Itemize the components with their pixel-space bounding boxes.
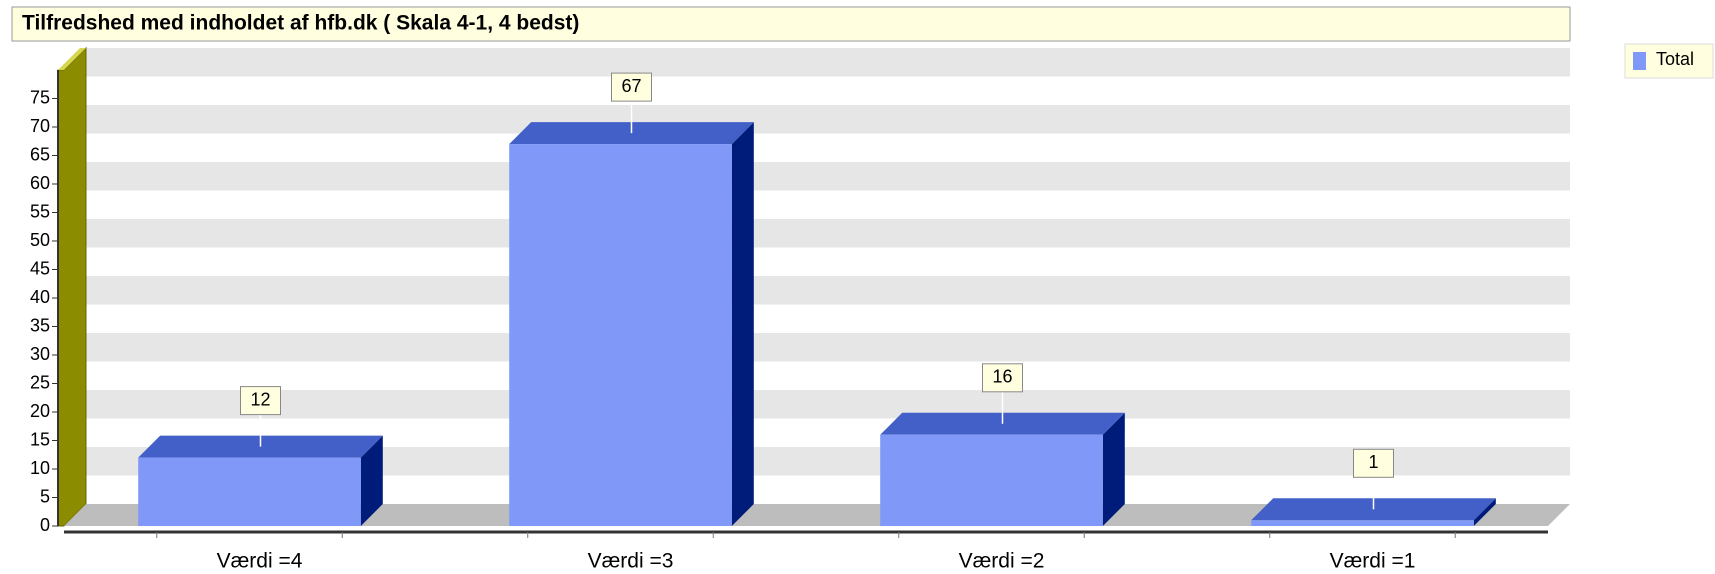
grid-band [86, 333, 1570, 362]
bar [138, 457, 361, 526]
floor [64, 504, 1570, 526]
grid-band [86, 162, 1570, 191]
x-tick-label: Værdi =2 [959, 550, 1045, 573]
chart-title: Tilfredshed med indholdet af hfb.dk ( Sk… [22, 12, 579, 35]
legend: Total [1624, 43, 1714, 79]
grid-band [86, 105, 1570, 134]
y-tick-label: 15 [30, 429, 50, 449]
y-tick-label: 20 [30, 401, 50, 421]
value-label-box [982, 363, 1023, 393]
y-tick-label: 10 [30, 458, 50, 478]
bar-side [1473, 498, 1496, 526]
value-label-box [611, 72, 652, 102]
y-tick-label: 75 [30, 87, 50, 107]
left-wall [57, 46, 87, 527]
bar-side [731, 122, 754, 526]
value-label: 1 [1368, 452, 1378, 472]
value-label-box [1353, 448, 1394, 478]
grid-band [86, 276, 1570, 305]
title-box [11, 6, 1571, 42]
y-tick-label: 70 [30, 116, 50, 136]
left-wall-top [58, 48, 86, 70]
y-tick-label: 35 [30, 315, 50, 335]
y-tick-label: 25 [30, 372, 50, 392]
y-tick-label: 45 [30, 258, 50, 278]
value-label-box [240, 386, 281, 416]
y-tick-label: 65 [30, 144, 50, 164]
y-tick-label: 0 [40, 515, 50, 535]
value-label: 16 [992, 367, 1012, 387]
bar-side [1102, 412, 1125, 526]
y-tick-label: 40 [30, 287, 50, 307]
x-tick-label: Værdi =4 [217, 550, 303, 573]
grid-band [86, 48, 1570, 77]
legend-label: Total [1656, 49, 1694, 69]
bar-side [360, 435, 383, 526]
legend-swatch [1633, 52, 1646, 70]
y-tick-label: 50 [30, 230, 50, 250]
y-tick-label: 60 [30, 173, 50, 193]
bar [1251, 520, 1474, 526]
y-tick-label: 55 [30, 201, 50, 221]
value-label: 12 [250, 389, 270, 409]
grid-band [86, 390, 1570, 419]
x-tick-label: Værdi =1 [1330, 550, 1416, 573]
bar [509, 144, 732, 526]
y-tick-label: 30 [30, 344, 50, 364]
value-label: 67 [621, 76, 641, 96]
grid-band [86, 219, 1570, 248]
bar [880, 434, 1103, 526]
x-tick-label: Værdi =3 [588, 550, 674, 573]
y-tick-label: 5 [40, 486, 50, 506]
